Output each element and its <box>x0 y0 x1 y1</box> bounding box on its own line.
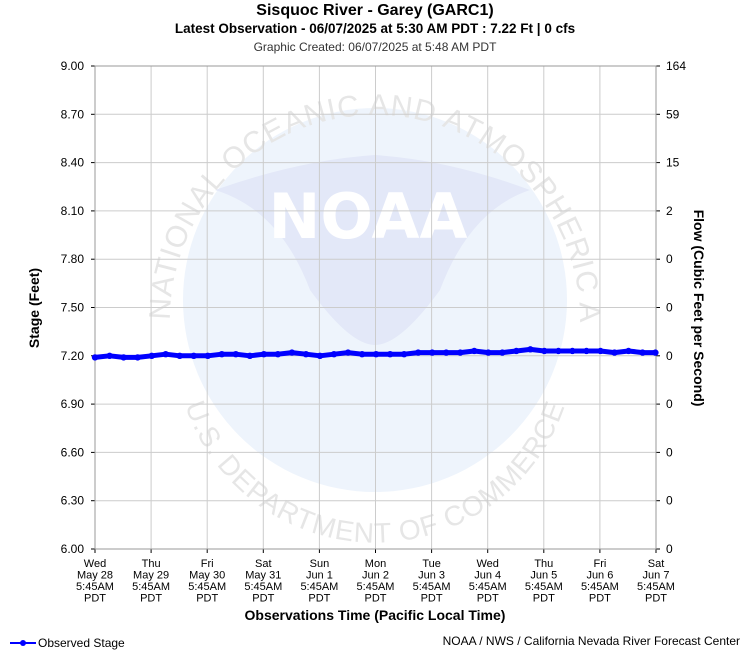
y2-tick-label: 2 <box>666 204 673 218</box>
y-tick-label: 7.50 <box>61 301 85 315</box>
y-tick-label: 6.90 <box>61 397 85 411</box>
x-tick-label: Tue Jun 3 5:45AM PDT <box>413 558 451 605</box>
x-tick-label: Sat May 31 5:45AM PDT <box>244 558 282 605</box>
x-tick-label: Sun Jun 1 5:45AM PDT <box>300 558 338 605</box>
stage-axis-ticks: 9.00 8.70 8.40 8.10 7.80 7.50 7.20 6.90 6.60 6.30… <box>61 59 85 556</box>
grid <box>94 65 657 550</box>
observed-stage-point <box>162 350 169 358</box>
observed-stage-point <box>485 349 492 356</box>
watermark-logo-text: NOAA <box>269 180 468 253</box>
observed-stage-point <box>597 347 604 355</box>
chart-title: Sisquoc River - Garey (GARC1) <box>256 2 494 19</box>
watermark-bird-icon <box>215 155 530 345</box>
observed-stage-point <box>499 349 506 356</box>
observed-stage-point <box>344 349 352 356</box>
observed-stage-series <box>91 346 659 361</box>
observed-stage-point <box>120 354 127 361</box>
y2-tick-label: 0 <box>666 252 673 266</box>
legend-line-icon <box>10 640 36 646</box>
observed-stage-point <box>274 350 282 358</box>
observed-stage-point <box>204 352 211 359</box>
y-axis-label: Stage (Feet) <box>26 268 42 348</box>
observed-stage-point <box>260 350 268 358</box>
observed-stage-point <box>246 352 254 359</box>
observed-stage-point <box>541 347 548 355</box>
y2-tick-label: 0 <box>666 349 673 363</box>
y2-tick-label: 0 <box>666 494 673 508</box>
y2-tick-label: 0 <box>666 397 673 411</box>
graphic-created: Graphic Created: 06/07/2025 at 5:48 AM P… <box>253 40 497 54</box>
observed-stage-point <box>443 349 450 356</box>
y2-tick-label: 0 <box>666 445 673 459</box>
observed-stage-point <box>639 349 646 356</box>
observed-stage-point <box>134 354 141 361</box>
y-tick-label: 8.10 <box>61 204 85 218</box>
x-tick-label: Sat Jun 7 5:45AM PDT <box>637 558 675 605</box>
observed-stage-point <box>414 349 422 356</box>
observed-stage-point <box>527 346 534 353</box>
latest-observation: Latest Observation - 06/07/2025 at 5:30 … <box>174 21 576 36</box>
observed-stage-point <box>358 350 366 358</box>
y2-tick-label: 0 <box>666 301 673 315</box>
y2-axis-label: Flow (Cubic Feet per Second) <box>691 210 707 407</box>
y-tick-label: 7.80 <box>61 252 85 266</box>
y-tick-label: 6.00 <box>61 542 85 556</box>
observed-stage-point <box>302 350 310 358</box>
observed-stage-point <box>428 349 436 356</box>
x-tick-label: Thu May 29 5:45AM PDT <box>132 558 170 605</box>
x-tick-label: Wed Jun 4 5:45AM PDT <box>469 558 507 605</box>
observed-stage-point <box>218 350 226 358</box>
observed-stage-point <box>91 354 99 361</box>
observed-stage-point <box>569 347 576 355</box>
observed-stage-point <box>316 352 324 359</box>
y-tick-label: 6.30 <box>61 494 85 508</box>
noaa-watermark: NOAA NATIONAL OCEANIC AND ATMOSPHERIC AD… <box>0 0 605 549</box>
observed-stage-point <box>611 349 618 356</box>
y-tick-label: 6.60 <box>61 445 85 459</box>
y-tick-label: 8.70 <box>61 107 85 121</box>
observed-stage-point <box>652 349 659 356</box>
y2-tick-label: 0 <box>666 542 673 556</box>
observed-stage-point <box>232 350 240 358</box>
observed-stage-point <box>372 350 380 358</box>
y-tick-label: 9.00 <box>61 59 85 73</box>
observed-stage-point <box>148 352 155 359</box>
legend: Observed Stage <box>10 636 125 650</box>
y2-tick-label: 164 <box>666 59 686 73</box>
flow-axis-ticks: 164 59 15 2 0 0 0 0 0 0 0 <box>666 59 686 556</box>
observed-stage-point <box>471 347 478 355</box>
y2-tick-label: 15 <box>666 156 680 170</box>
observed-stage-point <box>457 349 464 356</box>
y-tick-label: 7.20 <box>61 349 85 363</box>
x-tick-label: Thu Jun 5 5:45AM PDT <box>525 558 563 605</box>
x-tick-label: Wed May 28 5:45AM PDT <box>76 558 114 605</box>
x-tick-label: Fri May 30 5:45AM PDT <box>188 558 226 605</box>
plot-frame <box>94 65 657 550</box>
axes <box>91 65 660 553</box>
observed-stage-point <box>176 352 183 359</box>
observed-stage-point <box>288 349 296 356</box>
observed-stage-point <box>190 352 197 359</box>
observed-stage-point <box>555 347 562 355</box>
observed-stage-point <box>625 347 632 355</box>
x-axis-label: Observations Time (Pacific Local Time) <box>245 607 506 623</box>
observed-stage-point <box>400 350 408 358</box>
observed-stage-point <box>106 352 113 359</box>
observed-stage-point <box>330 350 338 358</box>
observed-stage-point <box>583 347 590 355</box>
legend-observed-label: Observed Stage <box>38 636 125 650</box>
footer-credit: NOAA / NWS / California Nevada River For… <box>442 634 740 648</box>
x-tick-label: Fri Jun 6 5:45AM PDT <box>581 558 619 605</box>
x-tick-label: Mon Jun 2 5:45AM PDT <box>357 558 395 605</box>
y2-tick-label: 59 <box>666 107 680 121</box>
observed-stage-point <box>513 347 520 355</box>
observed-stage-point <box>386 350 394 358</box>
y-tick-label: 8.40 <box>61 156 85 170</box>
time-axis-ticks: Wed May 28 5:45AM PDT Thu May 29 5:45AM PDT Fri M… <box>76 558 675 605</box>
